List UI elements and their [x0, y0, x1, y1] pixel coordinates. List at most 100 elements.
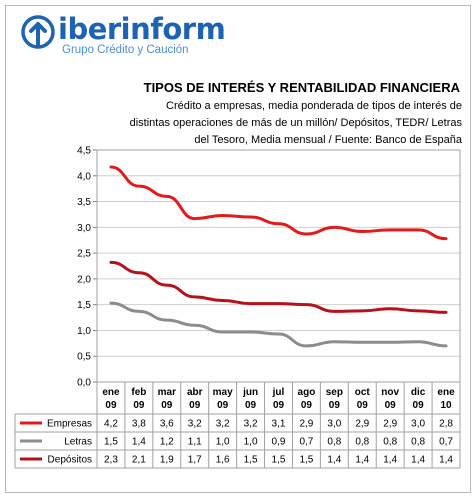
data-point [249, 331, 252, 333]
data-label: 1,4 [327, 455, 341, 466]
data-point [222, 299, 224, 302]
data-point [166, 319, 168, 321]
series-name: Empresas [47, 419, 92, 430]
x-tick-label: 09 [105, 400, 117, 411]
data-label: 2,3 [104, 455, 118, 466]
data-label: 3,0 [327, 419, 341, 430]
data-label: 3,2 [188, 419, 202, 430]
data-point [277, 333, 280, 335]
data-label: 3,1 [272, 419, 286, 430]
data-point [138, 272, 140, 274]
x-tick-label: 09 [301, 400, 313, 411]
data-point [417, 341, 419, 343]
y-tick-label: 4,5 [77, 146, 91, 157]
y-tick-label: 4,0 [77, 171, 91, 182]
data-point [166, 284, 168, 286]
x-tick-label: feb [131, 387, 146, 398]
data-label: 0,8 [327, 437, 341, 448]
data-point [277, 223, 280, 225]
data-label: 1,0 [216, 437, 230, 448]
data-label: 1,4 [411, 455, 425, 466]
data-label: 1,6 [216, 455, 230, 466]
y-tick-label: 2,0 [77, 274, 91, 285]
data-label: 0,8 [411, 437, 425, 448]
data-label: 2,9 [383, 419, 397, 430]
x-tick-label: 09 [133, 400, 145, 411]
x-tick-label: 09 [161, 400, 173, 411]
data-label: 3,8 [132, 419, 146, 430]
x-tick-label: 09 [273, 400, 285, 411]
x-tick-label: 09 [245, 400, 257, 411]
chart-frame [5, 5, 471, 493]
data-label: 1,5 [299, 455, 313, 466]
data-point [138, 185, 140, 187]
y-tick-label: 3,5 [77, 197, 91, 208]
y-tick-label: 1,0 [77, 326, 91, 337]
x-tick-label: may [213, 387, 233, 398]
iberinform-logo [21, 15, 55, 49]
data-point [138, 310, 140, 312]
brand-subtitle: Grupo Crédito y Caución [62, 44, 189, 56]
data-point [445, 345, 447, 347]
data-point [194, 324, 196, 326]
y-tick-label: 0,0 [77, 378, 91, 389]
x-tick-label: jul [272, 387, 285, 398]
x-tick-label: ago [298, 387, 316, 398]
data-label: 1,5 [272, 455, 286, 466]
x-tick-label: 09 [385, 400, 397, 411]
data-point [249, 303, 252, 305]
data-point [361, 341, 363, 343]
data-label: 0,9 [272, 437, 286, 448]
data-label: 2,1 [132, 455, 146, 466]
x-tick-label: ene [102, 387, 120, 398]
data-label: 1,4 [132, 437, 146, 448]
data-label: 3,6 [160, 419, 174, 430]
data-point [333, 310, 335, 312]
data-point [333, 341, 335, 343]
data-point [110, 261, 112, 263]
data-label: 1,4 [355, 455, 369, 466]
x-tick-label: mar [158, 387, 176, 398]
series-name: Depósitos [48, 455, 92, 466]
data-point [194, 217, 196, 220]
subtitle-line: Crédito a empresas, media ponderada de t… [166, 100, 462, 112]
x-tick-label: 09 [413, 400, 425, 411]
y-tick-label: 1,5 [77, 300, 91, 311]
data-label: 1,7 [188, 455, 202, 466]
data-label: 0,8 [355, 437, 369, 448]
data-point [361, 230, 363, 233]
data-point [166, 195, 168, 197]
data-label: 1,1 [188, 437, 202, 448]
subtitle-line: del Tesoro, Media mensual / Fuente: Banc… [194, 134, 462, 146]
x-tick-label: 09 [357, 400, 369, 411]
data-point [445, 311, 447, 313]
data-label: 3,0 [411, 419, 425, 430]
data-point [333, 226, 335, 228]
y-tick-label: 3,0 [77, 223, 91, 234]
data-label: 2,9 [299, 419, 313, 430]
data-point [194, 296, 196, 298]
data-point [389, 229, 391, 231]
data-label: 1,5 [104, 437, 118, 448]
data-point [110, 166, 112, 168]
series-name: Letras [64, 437, 92, 448]
data-label: 0,7 [299, 437, 313, 448]
series-line-empresas [109, 165, 448, 241]
plot-area [96, 149, 461, 383]
x-tick-label: ene [437, 387, 455, 398]
subtitle-line: distintas operaciones de más de un milló… [129, 117, 462, 129]
data-point [305, 304, 308, 306]
data-label: 1,5 [244, 455, 258, 466]
data-point [361, 310, 363, 312]
data-point [389, 308, 391, 310]
data-point [222, 331, 224, 333]
x-tick-label: oct [355, 387, 371, 398]
data-label: 2,8 [439, 419, 453, 430]
x-tick-label: abr [187, 387, 203, 398]
data-label: 3,2 [244, 419, 258, 430]
x-tick-label: nov [381, 387, 399, 398]
data-point [417, 310, 419, 312]
data-label: 2,9 [355, 419, 369, 430]
data-label: 1,9 [160, 455, 174, 466]
data-label: 1,0 [244, 437, 258, 448]
